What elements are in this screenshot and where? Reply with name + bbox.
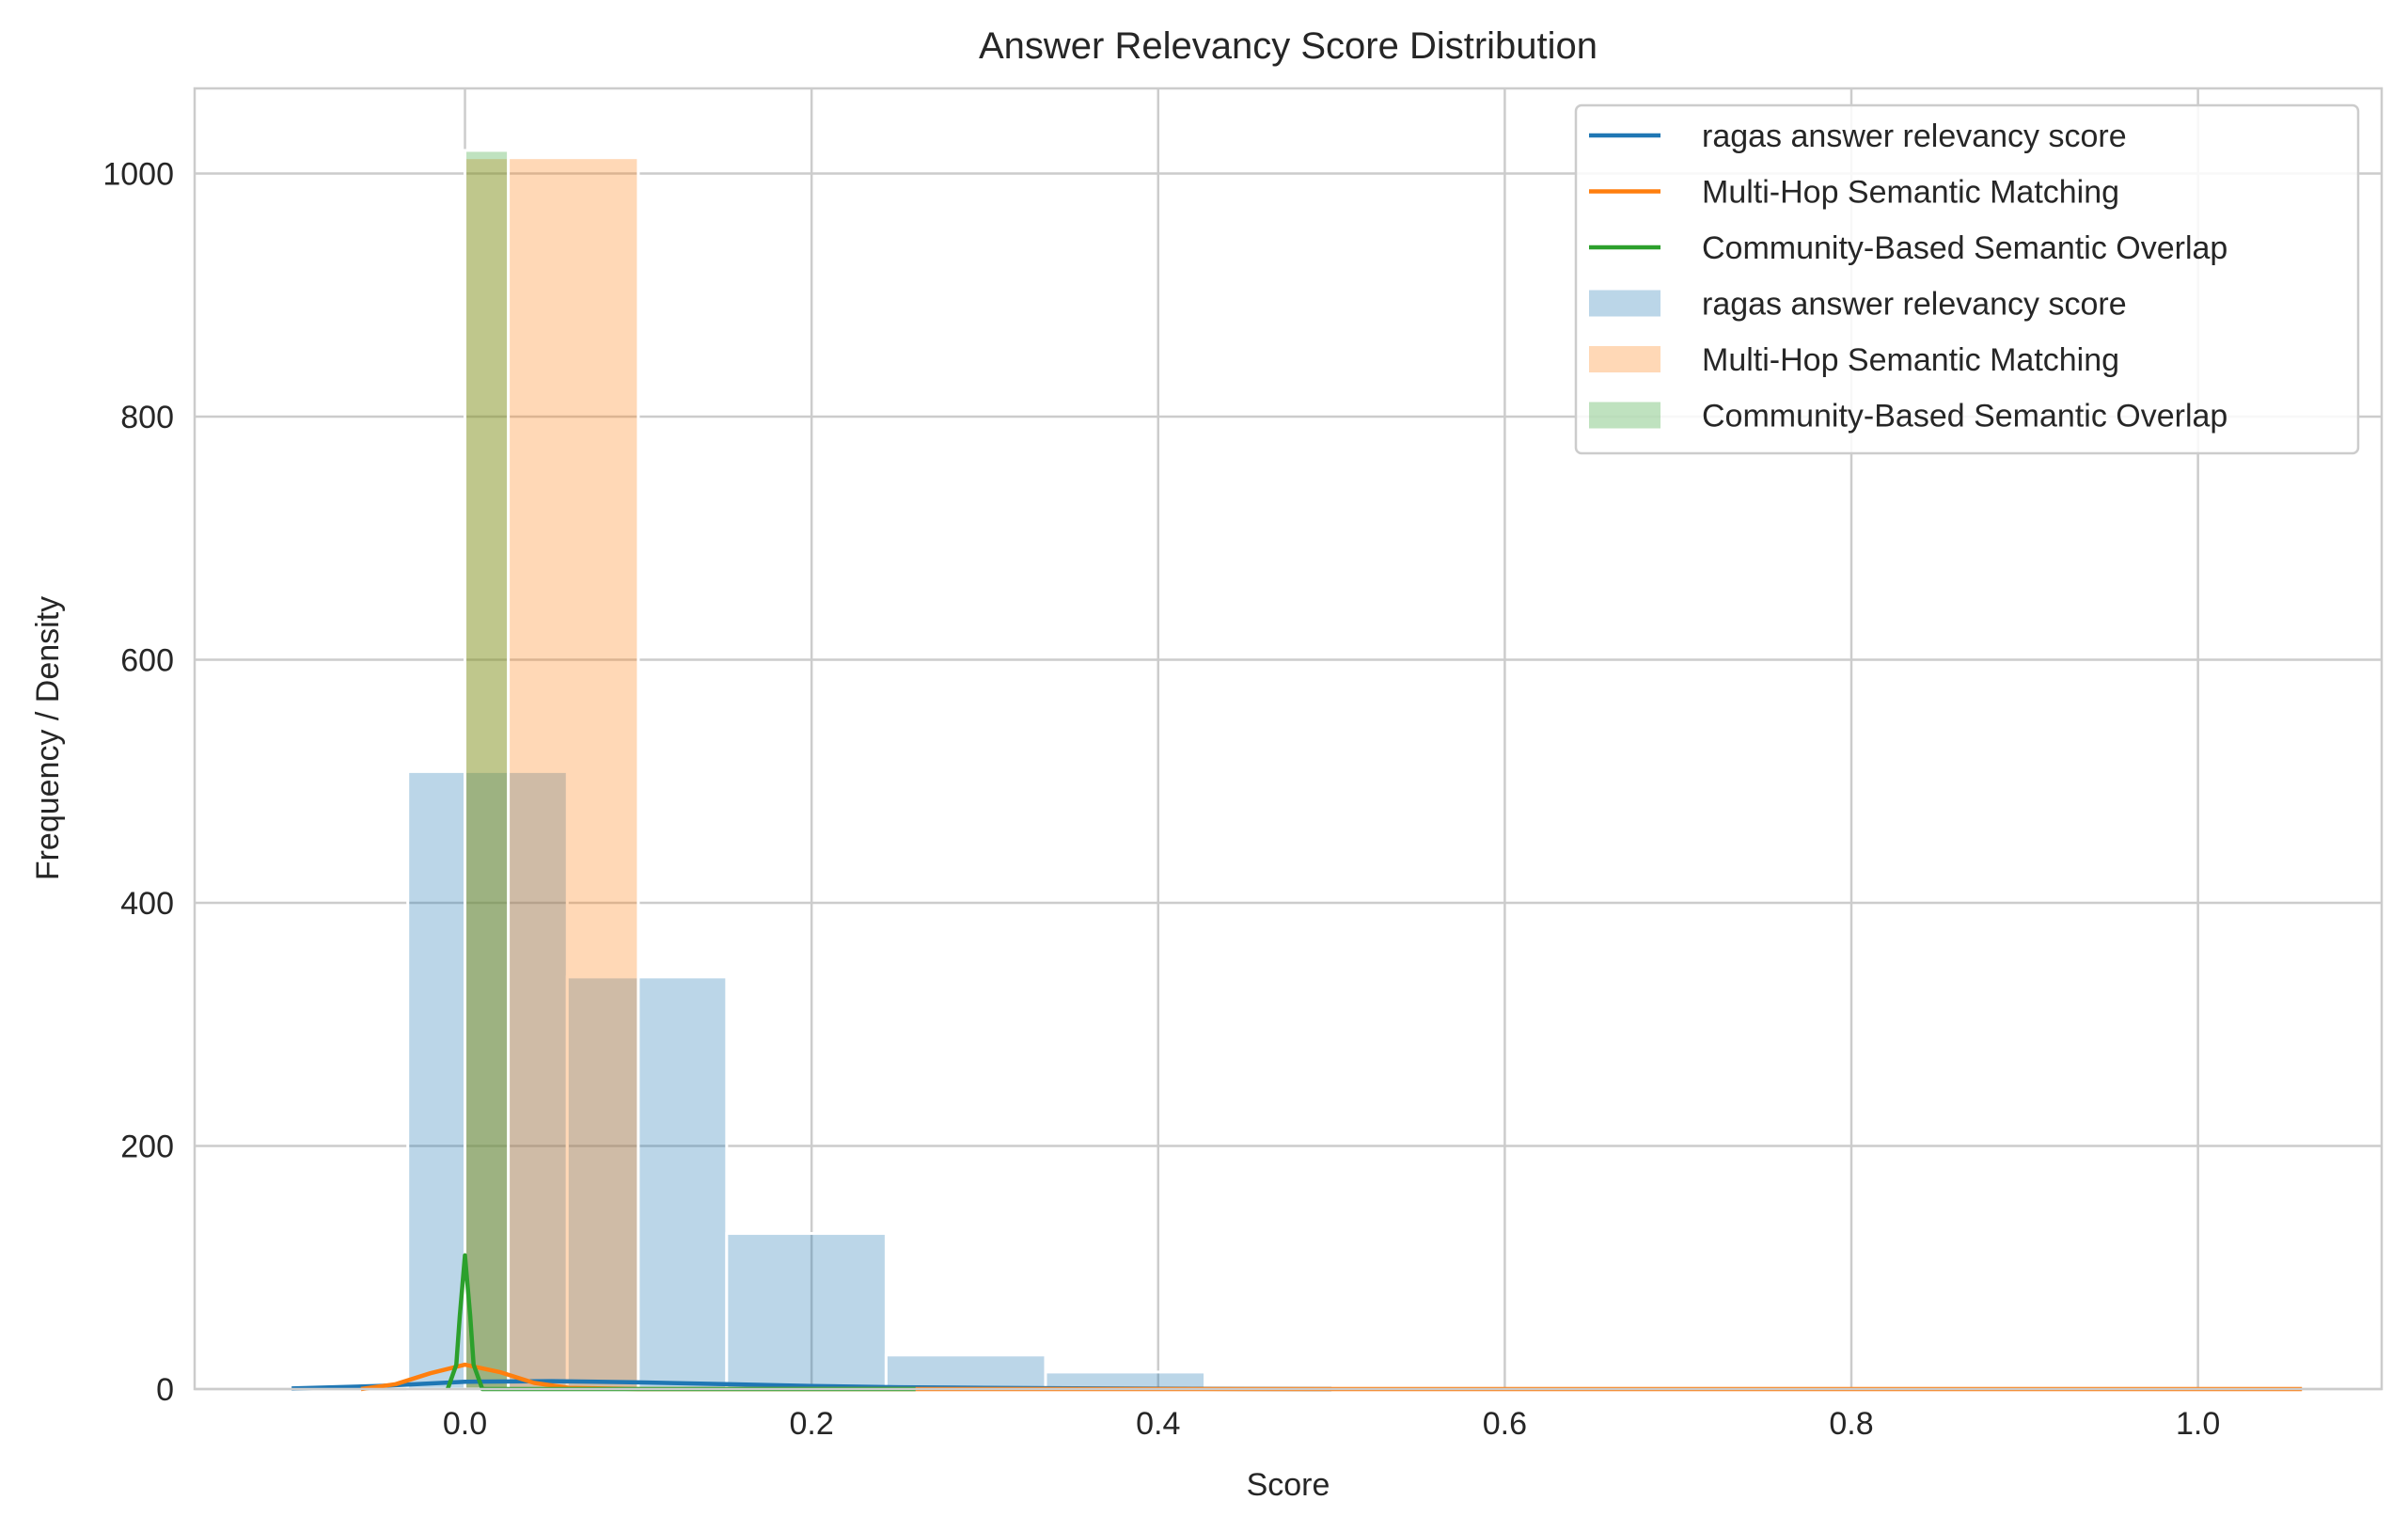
legend-patch-swatch: [1589, 290, 1660, 317]
y-tick-label: 0: [156, 1372, 174, 1408]
legend-label: ragas answer relevancy score: [1702, 287, 2127, 323]
y-tick-label: 400: [120, 886, 174, 922]
legend-patch-swatch: [1589, 402, 1660, 429]
x-axis-label: Score: [1247, 1467, 1330, 1503]
y-tick-label: 200: [120, 1129, 174, 1164]
histogram-bar: [464, 156, 640, 1391]
legend-patch-swatch: [1589, 346, 1660, 372]
legend-label: ragas answer relevancy score: [1702, 118, 2127, 154]
histogram-bar: [406, 769, 569, 1391]
x-tick-label: 0.2: [790, 1406, 834, 1442]
y-axis-label: Frequency / Density: [30, 596, 66, 880]
histogram-bar: [464, 149, 511, 1391]
x-tick-label: 0.6: [1483, 1406, 1527, 1442]
histogram-bar: [725, 1232, 888, 1391]
chart-title: Answer Relevancy Score Distribution: [979, 25, 1597, 67]
legend-box: [1574, 103, 2360, 455]
x-tick-label: 1.0: [2176, 1406, 2220, 1442]
histogram-bar: [884, 1353, 1047, 1391]
histogram-bar: [565, 975, 729, 1391]
x-tick-label: 0.0: [443, 1406, 487, 1442]
legend-label: Multi-Hop Semantic Matching: [1702, 342, 2119, 378]
x-tick-label: 0.8: [1829, 1406, 1873, 1442]
plot-frame: [193, 87, 2384, 1391]
legend-label: Community-Based Semantic Overlap: [1702, 399, 2227, 434]
y-tick-label: 600: [120, 642, 174, 678]
x-axis-ticks: 0.0 0.2 0.4 0.6 0.8 1.0: [443, 1406, 2220, 1442]
x-tick-label: 0.4: [1136, 1406, 1180, 1442]
histogram-bars: [406, 149, 1207, 1391]
legend-label: Multi-Hop Semantic Matching: [1702, 175, 2119, 211]
y-tick-label: 800: [120, 400, 174, 435]
legend: ragas answer relevancy score Multi-Hop Se…: [1574, 103, 2360, 455]
y-tick-label: 1000: [102, 156, 174, 192]
y-axis-ticks: 0 200 400 600 800 1000: [102, 156, 174, 1408]
legend-label: Community-Based Semantic Overlap: [1702, 230, 2227, 266]
